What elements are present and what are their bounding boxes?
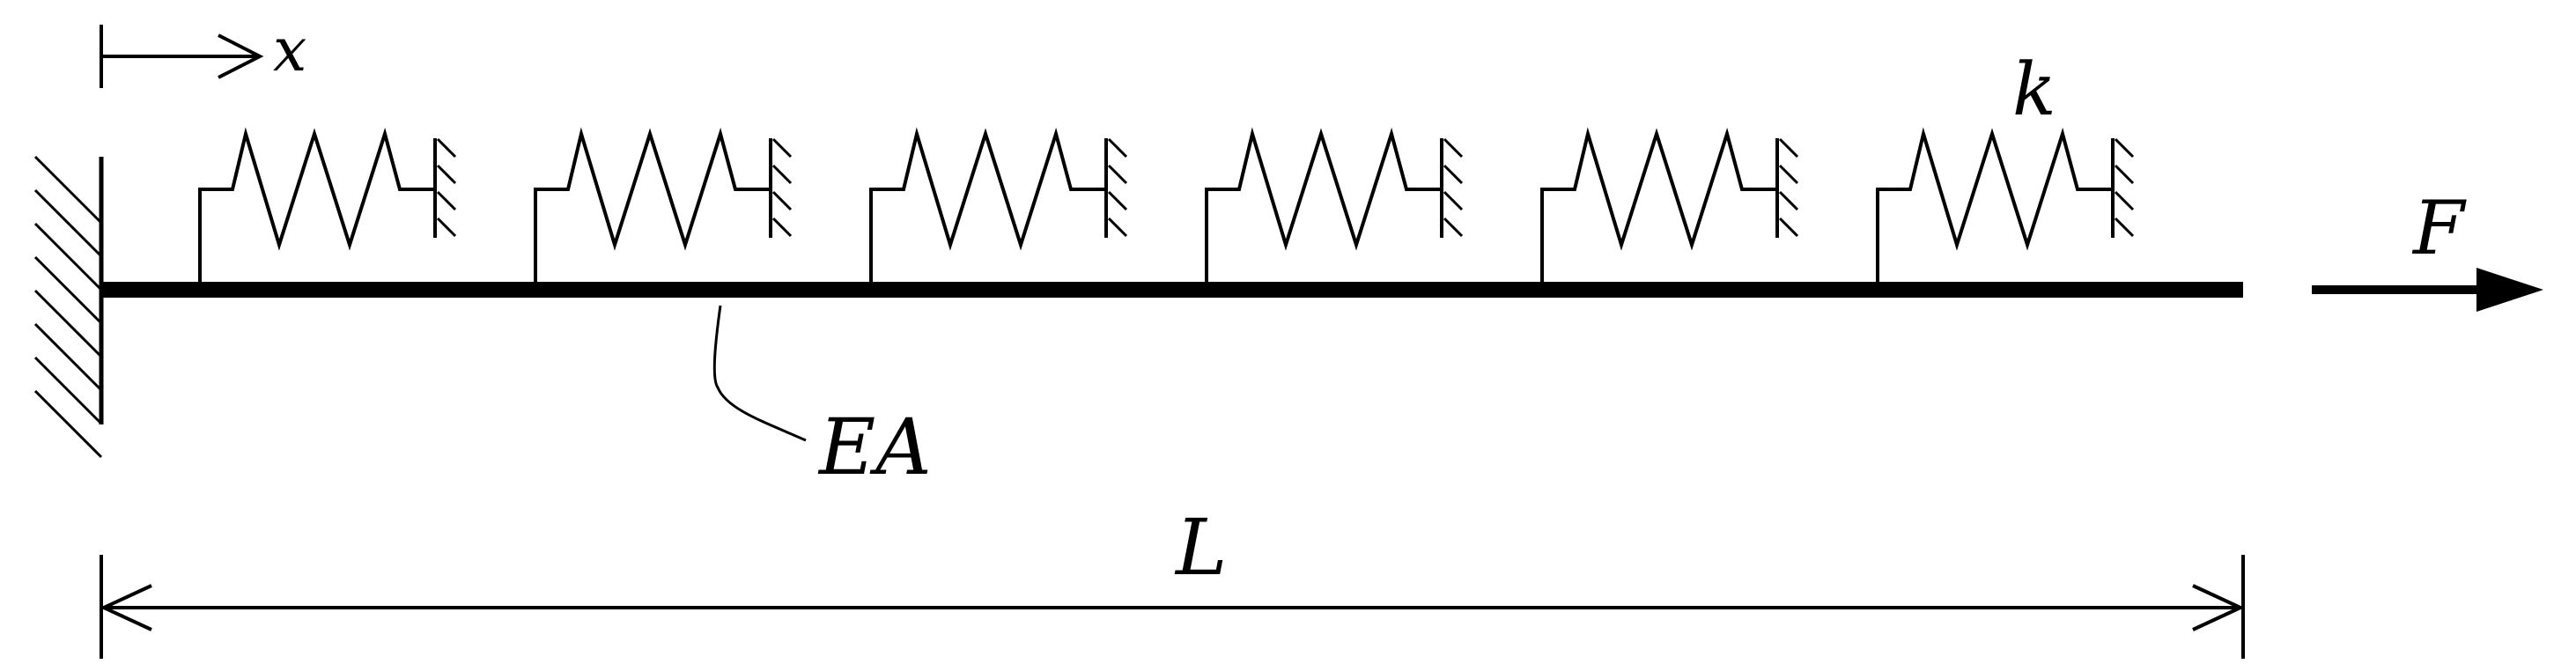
force-label: F [2411, 185, 2467, 271]
spring-ground-hatch [771, 190, 793, 211]
spring-ground-hatch [771, 217, 793, 238]
length-dimension [100, 555, 2245, 659]
spring-ground-hatch [436, 137, 457, 159]
spring-ground-hatch [1443, 137, 1464, 159]
spring-coil [1205, 127, 1442, 282]
spring-ground-hatch [1443, 164, 1464, 185]
spring-ground-hatch [2114, 137, 2135, 159]
spring [1876, 127, 2135, 282]
spring [1205, 127, 1464, 282]
spring-ground-hatch [1778, 217, 1799, 238]
spring-coil [869, 127, 1106, 282]
spring-ground-hatch [1107, 190, 1128, 211]
wall-hatch-line [33, 222, 103, 291]
fixed-wall-support [33, 155, 104, 459]
dimension-arrow-right [2192, 584, 2245, 631]
wall-hatch-line [33, 322, 103, 392]
spring-ground-hatch [2114, 190, 2135, 211]
spring-coil [534, 127, 771, 282]
spring-coil [198, 127, 435, 282]
spring-array [198, 127, 2135, 282]
dimension-arrow-left [100, 584, 152, 631]
ea-label: EA [817, 402, 932, 492]
spring-coil [1540, 127, 1777, 282]
spring-ground-hatch [1107, 137, 1128, 159]
force-arrow [2312, 268, 2543, 312]
x-axis-indicator [100, 25, 264, 88]
spring-ground-hatch [1443, 217, 1464, 238]
spring-ground-hatch [1778, 190, 1799, 211]
length-label: L [1174, 502, 1227, 593]
wall-hatch [33, 155, 103, 459]
spring-ground-hatch [436, 217, 457, 238]
spring-ground-hatch [1443, 190, 1464, 211]
force-arrow-head [2476, 268, 2543, 312]
x-axis-label: x [273, 16, 306, 85]
x-axis-arrow-head [218, 33, 264, 79]
wall-hatch-line [33, 188, 103, 258]
wall-hatch-line [33, 289, 103, 358]
wall-hatch-line [33, 389, 103, 459]
wall-hatch-line [33, 155, 103, 225]
spring-ground-hatch [436, 190, 457, 211]
spring-ground-hatch [1778, 164, 1799, 185]
spring-ground-hatch [2114, 164, 2135, 185]
spring [198, 127, 457, 282]
bar [101, 282, 2243, 298]
spring-ground-hatch [436, 164, 457, 185]
spring-stiffness-label: k [2012, 48, 2056, 132]
spring-ground-hatch [1778, 137, 1799, 159]
wall-hatch-line [33, 255, 103, 325]
spring-ground-hatch [1107, 164, 1128, 185]
spring [869, 127, 1128, 282]
wall-hatch-line [33, 356, 103, 425]
spring [534, 127, 793, 282]
spring-coil [1876, 127, 2113, 282]
spring-ground-hatch [1107, 217, 1128, 238]
spring-ground-hatch [771, 164, 793, 185]
spring [1540, 127, 1799, 282]
spring-ground-hatch [2114, 217, 2135, 238]
spring-ground-hatch [771, 137, 793, 159]
ea-leader-line [712, 305, 807, 442]
